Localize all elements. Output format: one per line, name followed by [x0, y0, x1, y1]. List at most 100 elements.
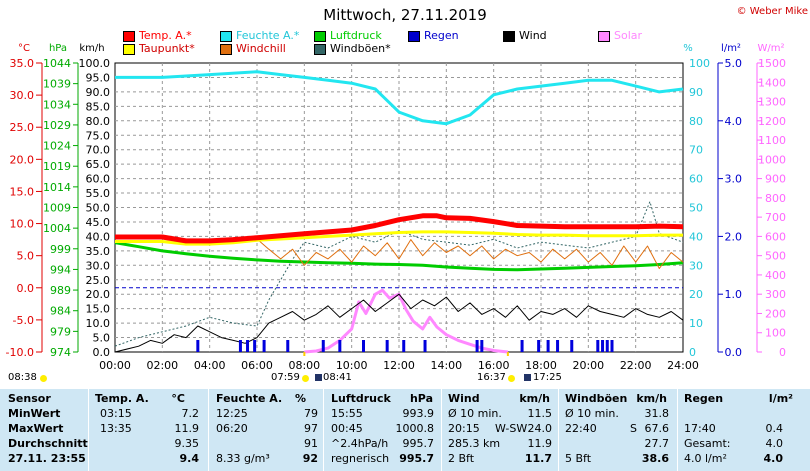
wind-tick-label: 20.0	[86, 288, 111, 301]
legend-swatch	[503, 31, 515, 42]
humidity-tick-label: 100	[689, 57, 710, 70]
rain-bar	[423, 340, 427, 352]
stats-cell: 993.9	[402, 407, 435, 420]
stats-separator	[441, 389, 442, 471]
x-tick-label: 12:00	[383, 359, 415, 372]
solar-tick-label: 600	[765, 230, 786, 243]
stats-row-label: Durchschnitt	[8, 437, 88, 450]
x-tick-label: 06:00	[241, 359, 273, 372]
rain-bar	[362, 340, 365, 352]
stats-cell: 15:55	[331, 407, 363, 420]
pressure-tick-label: 1039	[43, 78, 71, 91]
stats-row-label: MinWert	[8, 407, 61, 420]
stats-cell: 0.4	[765, 422, 784, 435]
series-solar	[304, 288, 509, 354]
pressure-tick-label: 989	[50, 284, 71, 297]
x-tick-label: 00:00	[99, 359, 131, 372]
stats-cell: 11.9	[174, 422, 200, 435]
stats-header: l/m²	[768, 392, 793, 405]
stats-cell: 4.0 l/m²	[684, 452, 727, 465]
solar-tick-label: 1300	[758, 96, 786, 109]
stats-cell: regnerisch	[331, 452, 390, 465]
stats-cell: 2 Bft	[448, 452, 475, 465]
stats-cell: 7.2	[181, 407, 200, 420]
rain-bar	[537, 340, 541, 352]
series-taupunkt	[115, 230, 683, 246]
temp-tick-label: 25.0	[10, 121, 35, 134]
series-wind	[114, 293, 684, 353]
legend-swatch	[314, 31, 326, 42]
stats-header: km/h	[519, 392, 550, 405]
wind-tick-label: 10.0	[86, 317, 111, 330]
stats-cell: 06:20	[216, 422, 248, 435]
temp-tick-label: 35.0	[10, 57, 35, 70]
stats-header: %	[294, 392, 306, 405]
pressure-tick-label: 984	[50, 305, 71, 318]
rain-tick-label: 4.0	[725, 115, 743, 128]
pressure-tick-label: 1019	[43, 160, 71, 173]
sun-icon	[40, 375, 47, 382]
rain-tick-label: 1.0	[725, 288, 743, 301]
solar-tick-label: 1200	[758, 115, 786, 128]
solar-unit-label: W/m²	[757, 43, 784, 54]
humidity-tick-label: 90	[689, 86, 703, 99]
wind-tick-label: 5.0	[93, 332, 111, 345]
pressure-tick-label: 979	[50, 325, 71, 338]
temp-tick-label: 15.0	[10, 185, 35, 198]
stats-cell: 31.8	[644, 407, 670, 420]
humidity-tick-label: 40	[689, 230, 703, 243]
humidity-tick-label: 70	[689, 144, 703, 157]
stats-cell: 67.6	[644, 422, 670, 435]
stats-cell: 00:45	[331, 422, 363, 435]
chart-svg: °C hPa km/h% l/m² W/m²35.030.025.020.015.010…	[6, 43, 786, 372]
stats-cell: Gesamt:	[684, 437, 731, 450]
humidity-tick-label: 50	[689, 202, 703, 215]
stats-separator	[88, 389, 89, 471]
credit-label: © Weber Mike	[736, 6, 808, 17]
stats-cell: 12:25	[216, 407, 248, 420]
stats-table: Sensor Temp. A. °C Feuchte A.% Luftdruck hPa W…	[0, 389, 810, 471]
legend-label: Windchill	[236, 42, 286, 55]
humidity-tick-label: 10	[689, 317, 703, 330]
stats-row-label: 27.11. 23:55	[8, 452, 86, 465]
stats-cell: 38.6	[641, 452, 669, 465]
x-tick-label: 10:00	[336, 359, 368, 372]
sun-left-time: 08:38	[8, 372, 37, 383]
solar-tick-label: 900	[765, 173, 786, 186]
solar-tick-label: 200	[765, 307, 786, 320]
pressure-tick-label: 1029	[43, 119, 71, 132]
solar-tick-label: 700	[765, 211, 786, 224]
pressure-tick-label: 1024	[43, 140, 71, 153]
stats-separator	[677, 389, 678, 471]
pressure-tick-label: 1014	[43, 181, 71, 194]
stats-cell: Ø 10 min.	[565, 407, 619, 420]
wind-tick-label: 25.0	[86, 274, 111, 287]
rain-tick-label: 5.0	[725, 57, 743, 70]
x-tick-label: 20:00	[572, 359, 604, 372]
pressure-tick-label: 1044	[43, 57, 71, 70]
stats-cell: 11.9	[527, 437, 553, 450]
rain-bar	[520, 340, 524, 352]
legend-label: Solar	[614, 29, 643, 42]
humidity-tick-label: 30	[689, 259, 703, 272]
legend-label: Luftdruck	[330, 29, 382, 42]
stats-cell: 9.4	[179, 452, 200, 465]
sun-icon	[508, 375, 515, 382]
wind-tick-label: 35.0	[86, 245, 111, 258]
sun-icon	[302, 375, 309, 382]
legend-swatch	[123, 31, 135, 42]
stats-cell: 22:40	[565, 422, 597, 435]
legend-label: Wind	[519, 29, 547, 42]
x-tick-label: 24:00	[667, 359, 699, 372]
wind-tick-label: 80.0	[86, 115, 111, 128]
stats-cell: 24.0	[527, 422, 553, 435]
temp-tick-label: 10.0	[10, 218, 35, 231]
stats-header: °C	[171, 392, 185, 405]
rain-tick-label: 3.0	[725, 173, 743, 186]
stats-cell: 1000.8	[395, 422, 435, 435]
stats-separator	[558, 389, 559, 471]
rain-bar	[402, 340, 406, 352]
stats-header: Regen	[684, 392, 724, 405]
rain-tick-label: 2.0	[725, 230, 743, 243]
rain-bar	[286, 340, 290, 352]
